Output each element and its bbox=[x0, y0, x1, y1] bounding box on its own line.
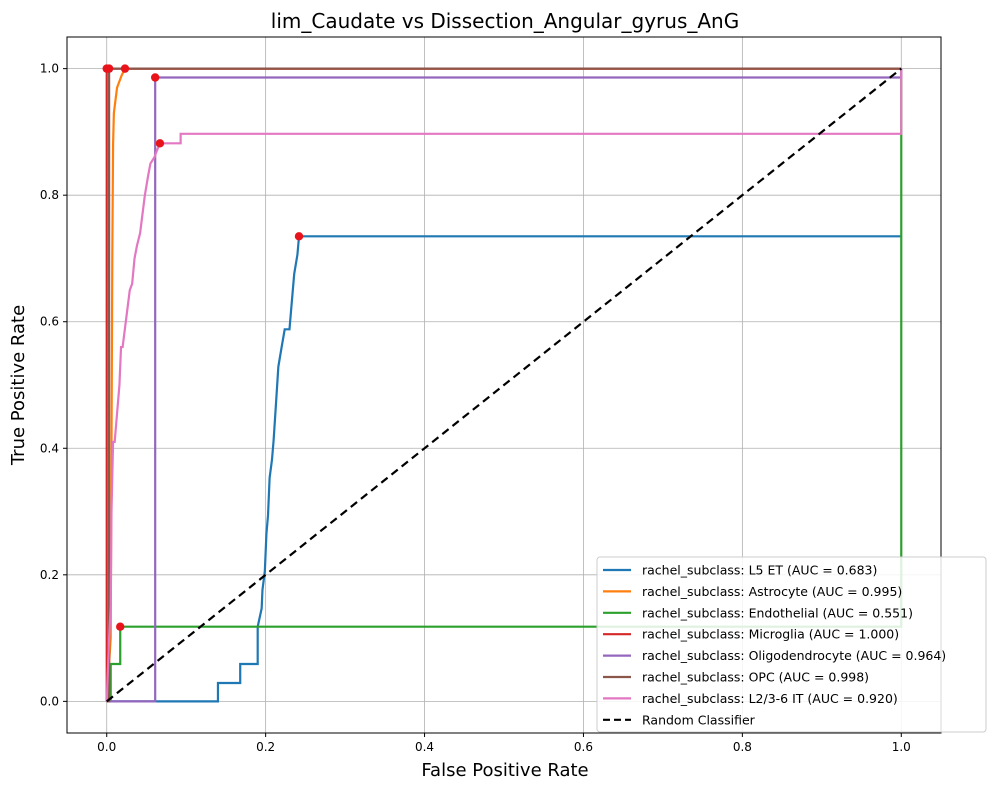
x-tick-label: 0.0 bbox=[97, 740, 116, 754]
y-axis-title: True Positive Rate bbox=[8, 305, 29, 466]
legend: rachel_subclass: L5 ET (AUC = 0.683) rach… bbox=[596, 556, 987, 733]
series-line-7 bbox=[106, 67, 902, 703]
plot-frame bbox=[66, 36, 942, 734]
legend-label-6: rachel_subclass: L2/3-6 IT (AUC = 0.920) bbox=[642, 691, 898, 706]
x-tick-label: 0.4 bbox=[415, 740, 434, 754]
legend-label-0: rachel_subclass: L5 ET (AUC = 0.683) bbox=[642, 563, 877, 578]
y-tick-label: 0.6 bbox=[40, 315, 59, 329]
x-tick-label: 0.2 bbox=[256, 740, 275, 754]
y-tick-label: 0.4 bbox=[40, 441, 59, 455]
chart-title: lim_Caudate vs Dissection_Angular_gyrus_… bbox=[271, 9, 739, 33]
legend-label-2: rachel_subclass: Endothelial (AUC = 0.55… bbox=[642, 605, 913, 620]
y-tick-label: 0.2 bbox=[40, 568, 59, 582]
legend-label-1: rachel_subclass: Astrocyte (AUC = 0.995) bbox=[642, 584, 902, 599]
threshold-marker-1 bbox=[120, 64, 130, 73]
legend-label-5: rachel_subclass: OPC (AUC = 0.998) bbox=[642, 670, 869, 685]
y-tick-label: 1.0 bbox=[40, 62, 59, 76]
x-tick-label: 0.8 bbox=[733, 740, 752, 754]
threshold-marker-5 bbox=[104, 64, 114, 73]
y-tick-label: 0.0 bbox=[40, 694, 59, 708]
threshold-marker-0 bbox=[294, 232, 304, 241]
x-tick-label: 1.0 bbox=[892, 740, 911, 754]
legend-label-3: rachel_subclass: Microglia (AUC = 1.000) bbox=[642, 627, 899, 642]
legend-label-7: Random Classifier bbox=[642, 712, 756, 727]
x-axis-title: False Positive Rate bbox=[421, 760, 588, 781]
threshold-markers bbox=[102, 64, 304, 631]
axis-ticks: 0.0 0.2 0.4 0.6 0.8 1.0 0.0 0.2 0.4 0.6 0.8 1.0 bbox=[40, 62, 911, 754]
series-line-0 bbox=[106, 235, 902, 703]
legend-box bbox=[596, 556, 987, 733]
x-tick-label: 0.6 bbox=[574, 740, 593, 754]
threshold-marker-4 bbox=[150, 73, 160, 82]
y-tick-label: 0.8 bbox=[40, 188, 59, 202]
threshold-marker-2 bbox=[116, 622, 125, 631]
legend-label-4: rachel_subclass: Oligodendrocyte (AUC = … bbox=[642, 648, 946, 663]
threshold-marker-6 bbox=[155, 139, 165, 148]
grid-lines bbox=[67, 37, 941, 733]
